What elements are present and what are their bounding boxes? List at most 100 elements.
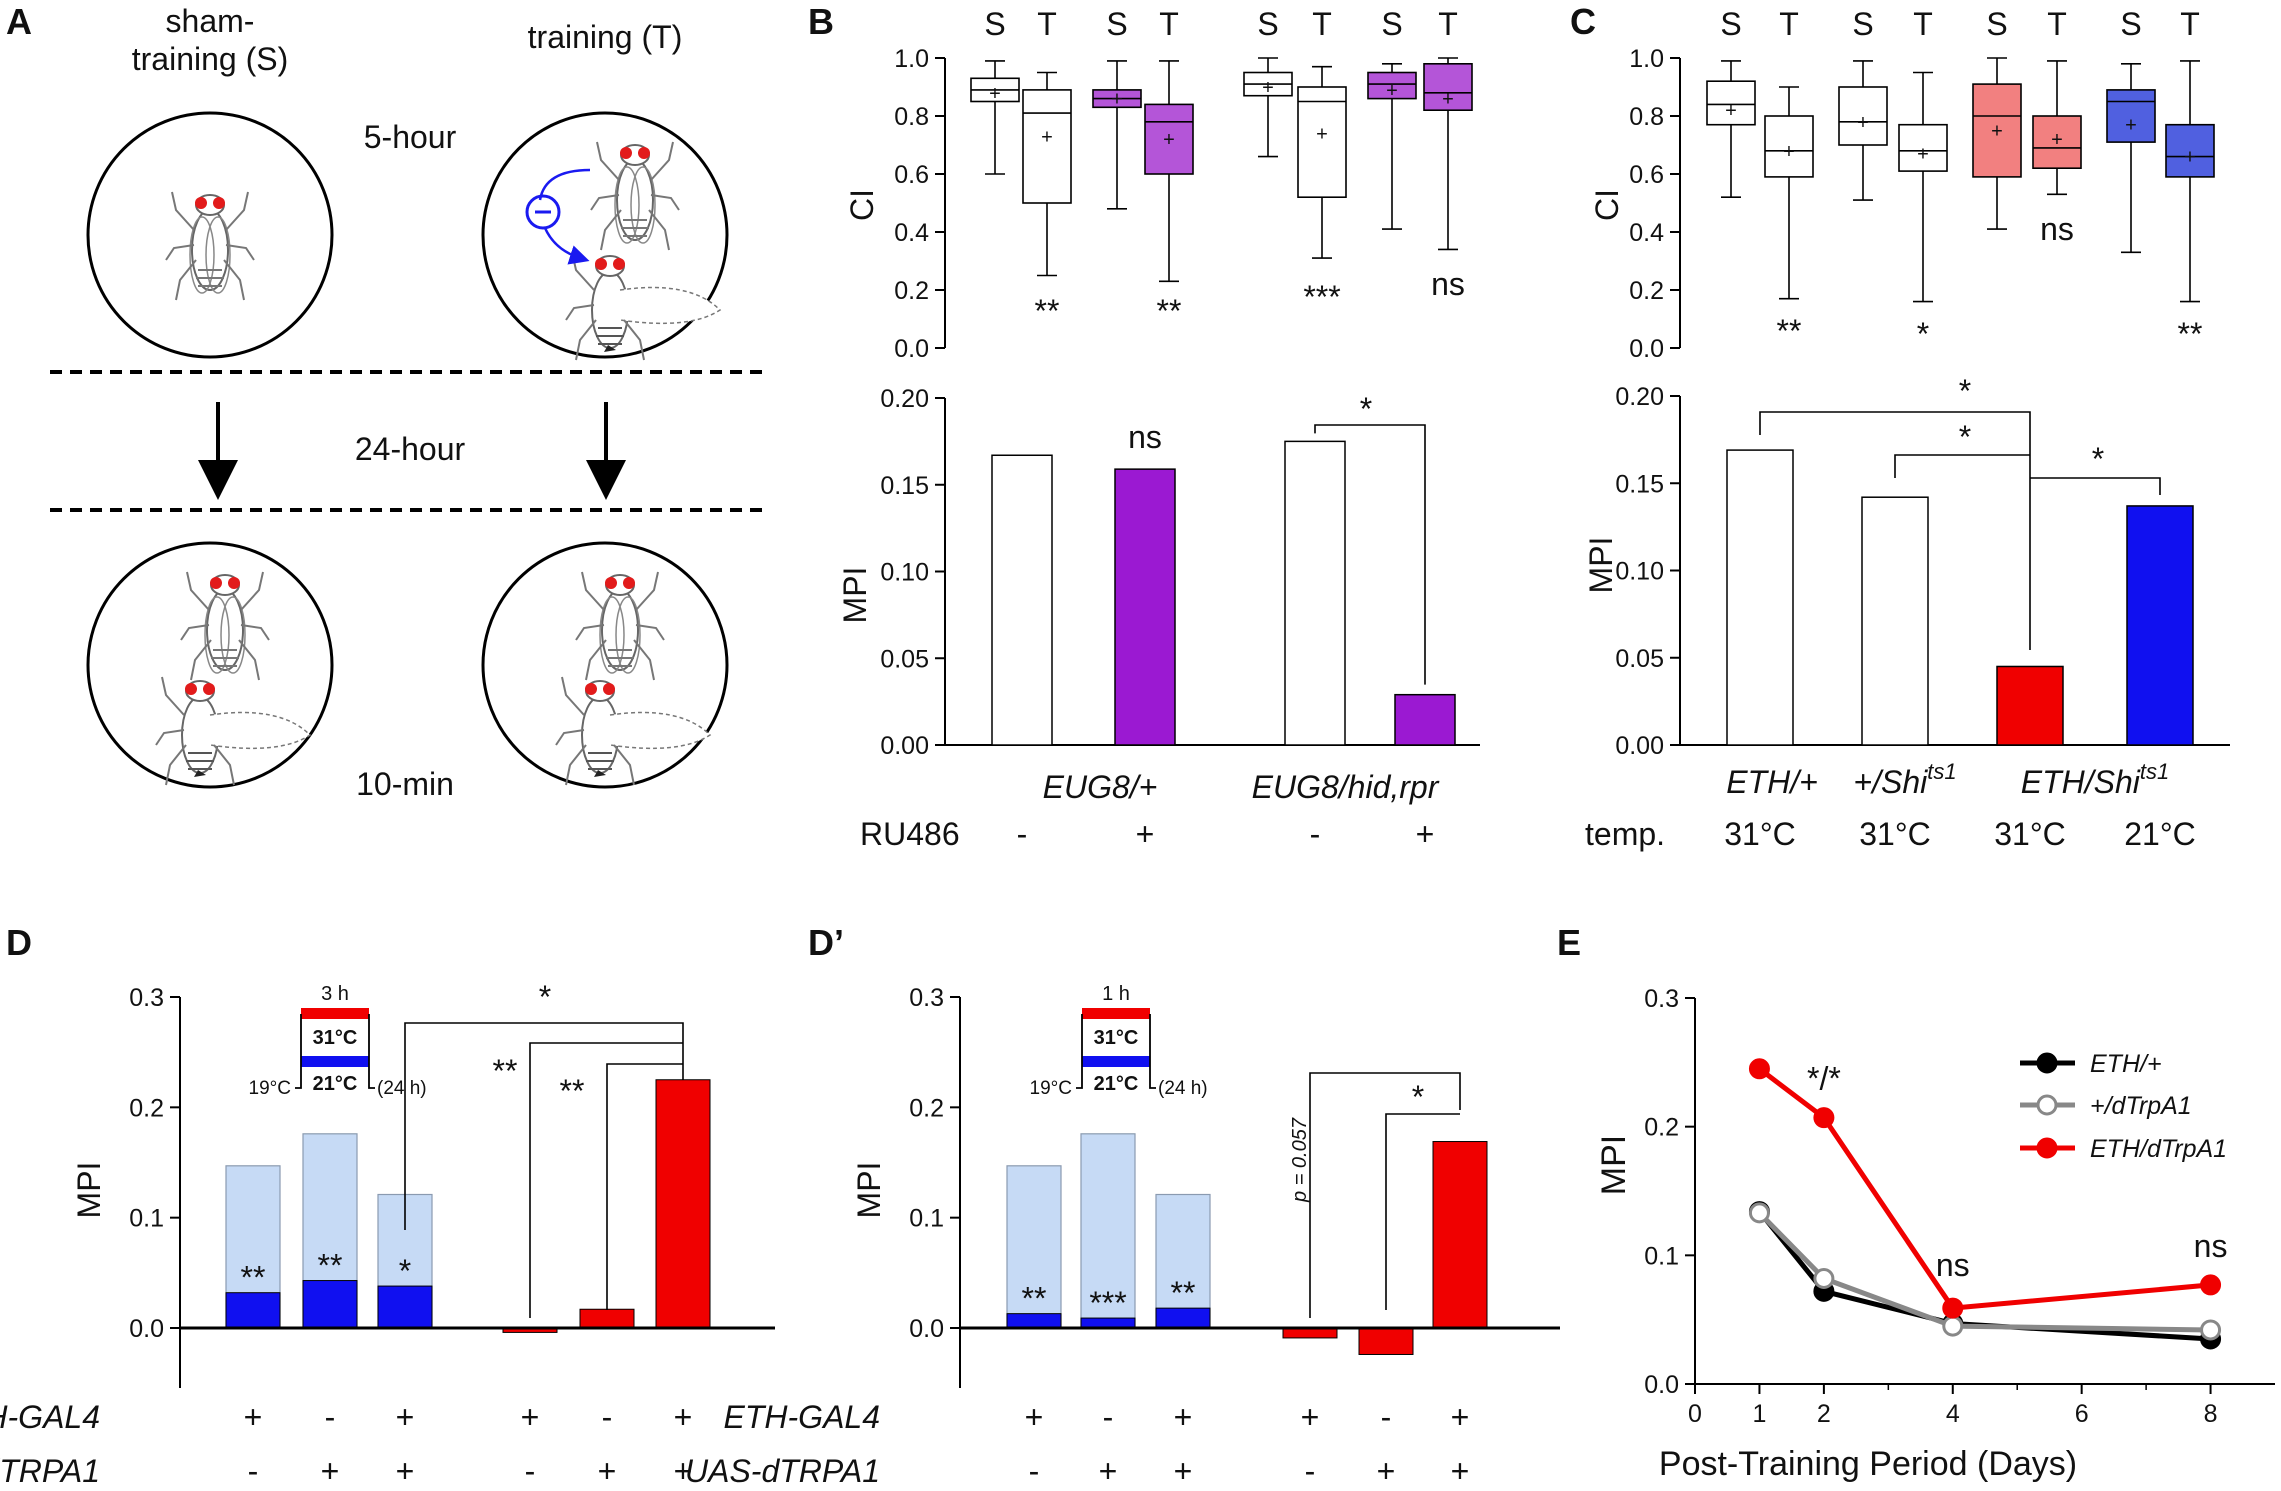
comparison-bracket	[1309, 1072, 1461, 1318]
panel-b-ci-y-tick-label: 0.2	[894, 277, 929, 305]
y-tick-label: 0.1	[1644, 1242, 1679, 1270]
series-point-2	[1942, 1297, 1964, 1319]
series-point-2	[1748, 1058, 1770, 1080]
box-s	[1838, 86, 1888, 146]
series-point-1	[1942, 1315, 1964, 1337]
panel-b-mpi-bar	[1114, 468, 1176, 746]
inset-duration: 1 h	[1102, 983, 1130, 1005]
series-point-1	[2200, 1319, 2222, 1341]
panel-b-ci-sig: **	[1035, 293, 1060, 329]
comparison-bracket	[1385, 1113, 1460, 1310]
comparison-bracket	[606, 1063, 683, 1310]
column-header-t: T	[1312, 6, 1332, 42]
panel-c-ci-sig: *	[1917, 316, 1929, 352]
x-tick-label: 2	[1817, 1400, 1831, 1428]
panel-c-mpi-axis-label: MPI	[1583, 537, 1619, 594]
panel-e-plot: 0.0 0.1 0.2 0.3 0 1 2 4 6 8 */* ns ns ETH/+ +/dTrpA1 ET…	[1644, 985, 2275, 1428]
panel-c-mpi-bar	[1861, 496, 1929, 746]
panel-b-letter: B	[808, 1, 834, 42]
red-bar	[1358, 1327, 1414, 1355]
column-header-s: S	[1381, 6, 1402, 42]
comparison-bracket-2	[1894, 454, 2030, 478]
panel-c-ci-sig: **	[1777, 313, 1802, 349]
box-mean-marker: +	[2125, 115, 2137, 137]
box-s	[1706, 80, 1756, 126]
row2-value: +	[1451, 1453, 1470, 1489]
legend-label: ETH/dTrpA1	[2090, 1135, 2227, 1163]
panel-c-mpi-sig: *	[1959, 419, 1971, 455]
box-mean-marker: +	[1316, 123, 1328, 145]
column-header-t: T	[1913, 6, 1933, 42]
row1-value: +	[1174, 1399, 1193, 1435]
panel-b-mpi-bar	[1284, 440, 1346, 746]
training-label: training (T)	[528, 19, 683, 55]
column-header-t: T	[2047, 6, 2067, 42]
comparison-sig: **	[560, 1073, 585, 1109]
panel-d2-y-label: MPI	[851, 1162, 887, 1219]
box-t	[1764, 115, 1814, 178]
panel-c-ci-sig: ns	[2040, 211, 2074, 247]
panel-b-ci-y-tick-label: 0.6	[894, 161, 929, 189]
panel-c-temp-label: temp.	[1585, 816, 1665, 852]
box-mean-marker: +	[1386, 80, 1398, 102]
box-mean-marker: +	[2051, 129, 2063, 151]
panel-c-mpi-bar	[1996, 665, 2064, 746]
bar-sig: **	[1022, 1281, 1047, 1317]
box-t	[2032, 115, 2082, 170]
comparison-bracket-3	[2030, 477, 2161, 495]
y-tick-label: 0.1	[129, 1205, 164, 1233]
column-header-s: S	[1720, 6, 1741, 42]
panel-b-mpi-y-tick-label: 0.15	[880, 472, 929, 500]
column-header-s: S	[1986, 6, 2007, 42]
box-s	[1367, 71, 1417, 100]
row2-label: UAS-dTRPA1	[685, 1453, 880, 1489]
box-mean-marker: +	[1857, 112, 1869, 134]
panel-b-mpi-sig: ns	[1128, 419, 1162, 455]
sig-day8: ns	[2194, 1228, 2228, 1264]
panel-c-ci-y-tick-label: 0.4	[1629, 219, 1664, 247]
panel-b-mpi-comparison-bracket	[1314, 424, 1426, 685]
sig-day4: ns	[1936, 1247, 1970, 1283]
box-s	[1972, 83, 2022, 178]
box-t	[1423, 62, 1473, 112]
panel-b-mpi-y-tick-label: 0.00	[880, 732, 929, 760]
inset-timeline	[295, 1014, 375, 1089]
ru486-value: +	[1416, 816, 1435, 852]
y-tick-label: 0.0	[909, 1315, 944, 1343]
bar-sig: *	[399, 1253, 411, 1289]
inset-cool-temp: 21°C	[313, 1073, 358, 1095]
red-bar	[579, 1308, 635, 1329]
x-tick-label: 0	[1688, 1400, 1702, 1428]
panel-b-ci-sig: **	[1157, 293, 1182, 329]
panel-c-genotype-3: ETH/Shits1	[2021, 759, 2170, 800]
box-t	[2165, 123, 2215, 178]
y-tick-label: 0.0	[1644, 1371, 1679, 1399]
panel-e-y-label: MPI	[1595, 1135, 1633, 1195]
panel-c-mpi-y-tick-label: 0.10	[1615, 558, 1664, 586]
column-header-s: S	[2120, 6, 2141, 42]
bar-sig: **	[241, 1260, 266, 1296]
panel-c-ci-y-tick-label: 1.0	[1629, 45, 1664, 73]
comparison-sig: **	[493, 1053, 518, 1089]
inset-hot-temp: 31°C	[313, 1027, 358, 1049]
series-point-1	[1748, 1202, 1770, 1224]
red-bar	[655, 1079, 711, 1329]
column-header-s: S	[1852, 6, 1873, 42]
row2-value: +	[674, 1453, 693, 1489]
panel-c-letter: C	[1570, 1, 1596, 42]
row1-value: -	[1103, 1399, 1114, 1435]
column-header-t: T	[1159, 6, 1179, 42]
temp-value: 31°C	[1724, 816, 1796, 852]
box-t	[1898, 123, 1948, 172]
box-mean-marker: +	[1917, 144, 1929, 166]
column-header-s: S	[1257, 6, 1278, 42]
box-t	[1022, 89, 1072, 204]
panel-d: D MPI 0.00.10.20.3** ** ******3 h31°C21°C1…	[0, 922, 775, 1489]
panel-e-x-label: Post-Training Period (Days)	[1659, 1445, 2077, 1483]
comparison-bracket	[404, 1022, 684, 1230]
row2-value: +	[1377, 1453, 1396, 1489]
